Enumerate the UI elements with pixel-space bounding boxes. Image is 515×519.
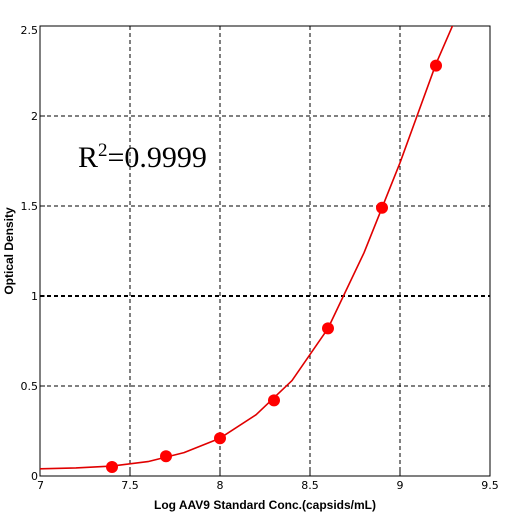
y-axis-title: Optical Density <box>2 207 16 295</box>
data-point <box>268 394 280 407</box>
x-tick-label: 8 <box>217 479 224 492</box>
x-tick-label: 7 <box>37 479 44 492</box>
data-point <box>214 432 226 445</box>
grid-layer <box>40 26 490 476</box>
fit-curve <box>40 26 454 470</box>
x-tick-label: 8.5 <box>301 479 319 492</box>
y-tick-label: 2.5 <box>21 24 39 37</box>
point-layer <box>106 59 442 473</box>
r-squared-value: =0.9999 <box>108 141 207 174</box>
y-tick-label: 0 <box>31 470 38 483</box>
x-tick-label: 9 <box>397 479 404 492</box>
r-squared-superscript: 2 <box>98 140 108 161</box>
data-point <box>430 59 442 72</box>
y-tick-label: 1.5 <box>21 200 39 213</box>
r-squared-prefix: R <box>78 141 98 174</box>
r-squared-annotation: R2=0.9999 <box>78 140 207 174</box>
data-point <box>106 461 118 473</box>
fit-layer <box>40 26 454 470</box>
data-point <box>322 322 334 335</box>
x-tick-label: 7.5 <box>121 479 139 492</box>
tick-layer: 7 7.5 8 8.5 9 9.5 0 0.5 1 1.5 2 2.5 <box>21 24 499 492</box>
y-tick-label: 0.5 <box>21 380 39 393</box>
y-tick-label: 1 <box>31 290 38 303</box>
data-point <box>376 201 388 214</box>
data-point <box>160 450 172 463</box>
plot-frame <box>39 25 491 477</box>
x-axis-title: Log AAV9 Standard Conc.(capsids/mL) <box>154 498 376 512</box>
x-tick-label: 9.5 <box>481 479 499 492</box>
y-tick-label: 2 <box>31 110 38 123</box>
